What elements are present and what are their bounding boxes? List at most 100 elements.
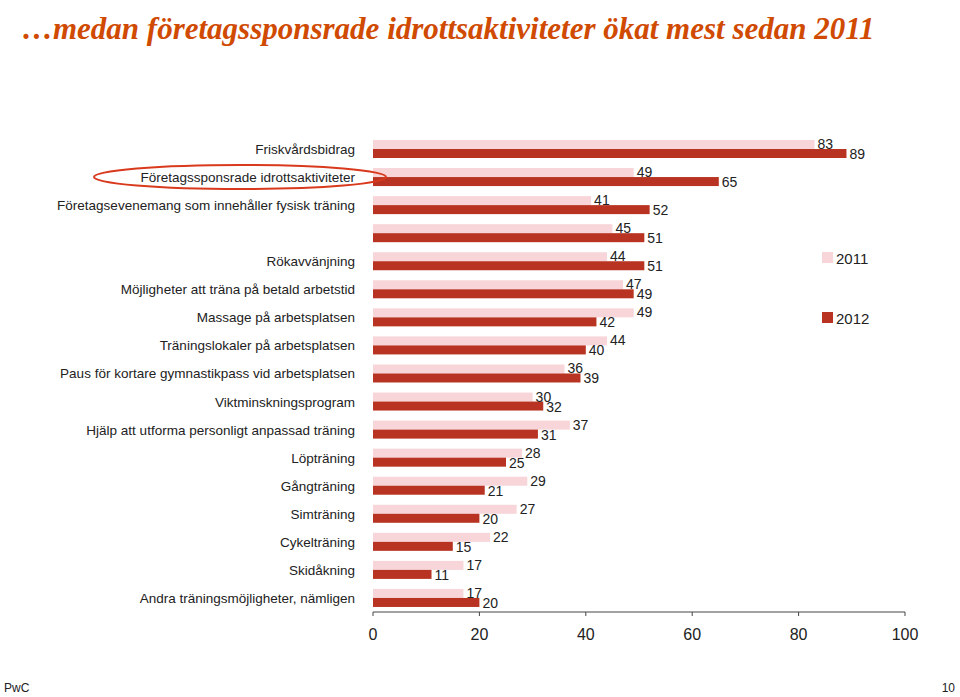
bar bbox=[373, 598, 479, 607]
bar bbox=[373, 402, 543, 411]
data-label: 20 bbox=[482, 511, 498, 527]
bar bbox=[373, 317, 596, 326]
x-tick-label: 20 bbox=[471, 626, 489, 643]
data-label: 41 bbox=[594, 192, 610, 208]
data-label: 52 bbox=[653, 202, 669, 218]
title: …medan företagssponsrade idrottsaktivite… bbox=[22, 8, 952, 49]
category-label: Viktminskningsprogram bbox=[215, 395, 355, 410]
data-label: 31 bbox=[541, 427, 557, 443]
x-axis-line bbox=[373, 612, 905, 613]
category-label: Friskvårdsbidrag bbox=[255, 142, 355, 157]
data-label: 45 bbox=[615, 220, 631, 236]
chart: 8389496541524551445147494942444036393032… bbox=[0, 0, 960, 697]
bar bbox=[373, 177, 719, 186]
bar bbox=[373, 364, 565, 373]
data-label: 29 bbox=[530, 473, 546, 489]
data-label: 32 bbox=[546, 399, 562, 415]
bar bbox=[373, 542, 453, 551]
data-label: 36 bbox=[568, 360, 584, 376]
legend-swatch bbox=[822, 312, 833, 323]
category-label: Företagssponsrade idrottsaktiviteter bbox=[140, 170, 355, 185]
x-tick bbox=[479, 612, 480, 616]
data-label: 17 bbox=[466, 585, 482, 601]
x-tick bbox=[373, 612, 374, 616]
bar bbox=[373, 168, 634, 177]
bar bbox=[373, 252, 607, 261]
data-label: 49 bbox=[637, 304, 653, 320]
legend-label: 2012 bbox=[836, 310, 869, 327]
bar bbox=[373, 233, 644, 242]
data-label: 51 bbox=[647, 258, 663, 274]
data-label: 89 bbox=[849, 146, 865, 162]
bar bbox=[373, 373, 580, 382]
bar bbox=[373, 345, 586, 354]
data-label: 15 bbox=[456, 539, 472, 555]
bar bbox=[373, 589, 463, 598]
bar bbox=[373, 477, 527, 486]
bar bbox=[373, 140, 815, 149]
x-tick bbox=[585, 612, 586, 616]
bar bbox=[373, 289, 634, 298]
data-label: 11 bbox=[435, 567, 450, 583]
category-label: Paus för kortare gymnastikpass vid arbet… bbox=[60, 366, 355, 381]
data-label: 37 bbox=[573, 417, 589, 433]
x-tick-label: 80 bbox=[790, 626, 808, 643]
data-label: 40 bbox=[589, 342, 605, 358]
bar bbox=[373, 430, 538, 439]
bar bbox=[373, 393, 533, 402]
data-label: 21 bbox=[488, 483, 504, 499]
data-label: 22 bbox=[493, 529, 509, 545]
category-label: Skidåkning bbox=[289, 563, 355, 578]
legend-swatch bbox=[822, 252, 833, 263]
x-tick-label: 40 bbox=[577, 626, 595, 643]
highlight-ellipse bbox=[94, 165, 386, 189]
bars bbox=[373, 140, 846, 607]
bar bbox=[373, 486, 485, 495]
bar bbox=[373, 561, 463, 570]
legend-label: 2011 bbox=[836, 250, 868, 267]
category-label: Löpträning bbox=[291, 451, 355, 466]
category-label: Cykelträning bbox=[280, 535, 355, 550]
x-tick bbox=[905, 612, 906, 616]
data-label: 28 bbox=[525, 445, 541, 461]
data-label: 49 bbox=[637, 286, 653, 302]
x-tick bbox=[798, 612, 799, 616]
data-label: 39 bbox=[583, 370, 599, 386]
category-label: Massage på arbetsplatsen bbox=[197, 310, 355, 325]
bar bbox=[373, 449, 522, 458]
bar bbox=[373, 514, 479, 523]
data-label: 20 bbox=[482, 595, 498, 611]
category-label: Hjälp att utforma personligt anpassad tr… bbox=[86, 423, 355, 438]
category-label: Företagsevenemang som innehåller fysisk … bbox=[57, 198, 355, 213]
category-label: Möjligheter att träna på betald arbetsti… bbox=[121, 282, 355, 297]
data-label: 51 bbox=[647, 230, 663, 246]
data-label: 27 bbox=[520, 501, 536, 517]
category-label: Rökavvänjning bbox=[266, 254, 355, 269]
category-label: Andra träningsmöjligheter, nämligen bbox=[140, 591, 355, 606]
bar bbox=[373, 458, 506, 467]
category-label: Gångträning bbox=[281, 479, 355, 494]
bar bbox=[373, 261, 644, 270]
data-label: 83 bbox=[818, 136, 834, 152]
x-tick-label: 0 bbox=[369, 626, 378, 643]
data-label: 49 bbox=[637, 164, 653, 180]
category-label: Simträning bbox=[290, 507, 355, 522]
bar bbox=[373, 196, 591, 205]
data-label: 44 bbox=[610, 248, 626, 264]
footer-left: PwC bbox=[4, 681, 30, 695]
data-label: 25 bbox=[509, 455, 525, 471]
bar bbox=[373, 149, 846, 158]
bar bbox=[373, 533, 490, 542]
x-tick bbox=[692, 612, 693, 616]
bar bbox=[373, 570, 432, 579]
bar bbox=[373, 224, 612, 233]
bar bbox=[373, 336, 607, 345]
data-label: 42 bbox=[599, 314, 615, 330]
x-tick-label: 100 bbox=[892, 626, 919, 643]
data-label: 65 bbox=[722, 174, 738, 190]
bar bbox=[373, 280, 623, 289]
x-tick-label: 60 bbox=[683, 626, 701, 643]
bar bbox=[373, 308, 634, 317]
category-label: Träningslokaler på arbetsplatsen bbox=[160, 338, 355, 353]
data-label: 17 bbox=[466, 557, 482, 573]
